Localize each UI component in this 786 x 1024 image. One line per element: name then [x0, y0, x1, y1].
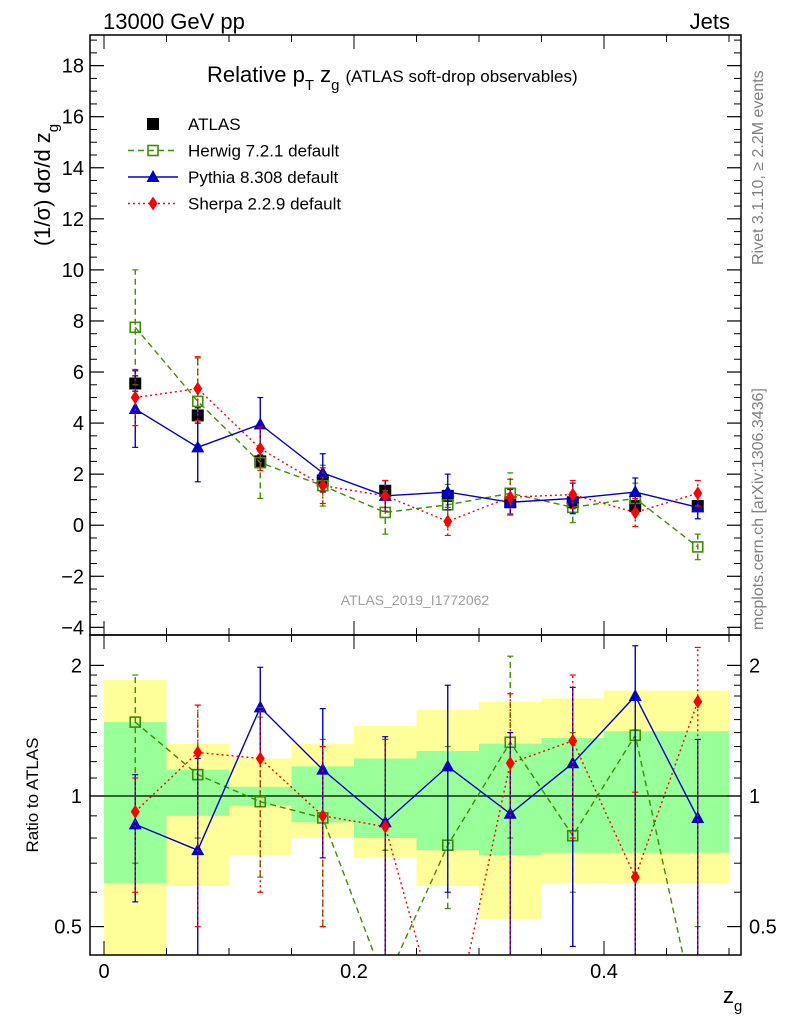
data-point	[628, 485, 642, 498]
ratio-data-point	[503, 806, 517, 819]
ratio-y-tick-label-right: 2	[749, 655, 760, 677]
ratio-y-tick-label: 0.5	[54, 917, 82, 939]
ratio-y-tick-label: 1	[71, 786, 82, 808]
legend-entry: Sherpa 2.2.9 default	[128, 195, 341, 214]
legend-entry: ATLAS	[147, 115, 241, 134]
legend-entry: Pythia 8.308 default	[128, 168, 339, 187]
x-axis-label: zg	[723, 983, 742, 1015]
ratio-data-point	[691, 810, 705, 823]
ratio-data-point	[128, 817, 142, 830]
main-title: Relative pT zg (ATLAS soft-drop observabl…	[207, 62, 578, 94]
data-point	[318, 478, 328, 493]
ratio-data-point	[318, 808, 328, 823]
series-line	[134, 326, 699, 548]
ratio-data-point	[630, 870, 640, 885]
ratio-data-point	[693, 694, 703, 709]
ratio-data-point	[505, 756, 515, 771]
ratio-axes: 0.5 0.5 1 1 2 2 0 0.2 0.4	[54, 635, 777, 983]
ratio-bands	[90, 680, 741, 955]
data-point	[130, 390, 140, 405]
series-line	[135, 387, 698, 523]
ratio-data-point	[568, 733, 578, 748]
series-1	[129, 269, 704, 561]
ratio-data-point	[441, 759, 455, 772]
ratio-series-2	[130, 646, 703, 955]
ratio-data-point	[193, 745, 203, 760]
data-point	[630, 505, 640, 520]
x-tick-label: 0.4	[590, 961, 618, 983]
y-tick-label: 8	[73, 311, 84, 333]
data-point	[505, 490, 515, 505]
data-point	[441, 485, 455, 498]
data-point	[443, 514, 453, 529]
data-point	[254, 456, 267, 469]
data-point	[191, 440, 205, 453]
rivet-label: Rivet 3.1.10, ≥ 2.2M events	[750, 70, 767, 265]
series-line	[134, 408, 698, 509]
header-left: 13000 GeV pp	[103, 9, 245, 34]
data-point	[693, 486, 703, 501]
y-tick-label: −2	[61, 566, 84, 588]
ratio-data-point	[628, 689, 642, 702]
legend-label: Sherpa 2.2.9 default	[188, 195, 341, 214]
y-tick-label: 0	[73, 515, 84, 537]
ratio-data-point	[130, 804, 140, 819]
series-3	[130, 356, 703, 537]
y-tick-label: 18	[62, 56, 84, 78]
data-point	[380, 488, 390, 503]
legend-label: Herwig 7.2.1 default	[188, 142, 339, 161]
y-tick-label: 10	[62, 260, 84, 282]
legend-entry: Herwig 7.2.1 default	[128, 142, 339, 161]
ratio-data-point	[255, 751, 265, 766]
mcplots-label: mcplots.cern.ch [arXiv:1306.3436]	[750, 388, 767, 630]
data-point	[253, 417, 267, 430]
y-tick-label: 12	[62, 209, 84, 231]
data-point	[128, 402, 142, 415]
legend: ATLAS Herwig 7.2.1 default Pythia 8.308 de…	[128, 115, 341, 214]
ratio-series-line	[134, 721, 684, 955]
ratio-y-tick-label-right: 0.5	[749, 917, 777, 939]
ratio-data-point	[191, 843, 205, 856]
y-tick-label: 16	[62, 107, 84, 129]
legend-marker	[148, 196, 158, 211]
legend-label: Pythia 8.308 default	[188, 168, 339, 187]
series-0	[129, 375, 704, 513]
data-point	[191, 395, 204, 408]
main-series	[128, 269, 705, 561]
data-point	[129, 321, 142, 334]
ratio-y-tick-label-right: 1	[749, 786, 760, 808]
ratio-y-tick-label: 2	[71, 655, 82, 677]
series-2	[128, 370, 705, 520]
main-y-label: (1/σ) dσ/d zg	[30, 124, 62, 246]
ratio-data-point	[380, 819, 390, 834]
ratio-data-point	[316, 762, 330, 775]
y-tick-label: 2	[73, 464, 84, 486]
y-tick-label: −4	[61, 617, 84, 639]
data-point	[691, 541, 704, 553]
legend-marker	[146, 170, 160, 182]
y-tick-label: 6	[73, 362, 84, 384]
data-point	[568, 487, 578, 502]
legend-marker	[147, 144, 159, 157]
ratio-series-line	[134, 701, 699, 955]
ratio-series-line	[134, 694, 699, 852]
y-tick-label: 14	[62, 158, 84, 180]
data-point	[255, 441, 265, 456]
x-tick-label: 0	[98, 961, 109, 983]
legend-marker	[147, 118, 159, 130]
y-tick-label: 4	[73, 413, 84, 435]
watermark: ATLAS_2019_I1772062	[341, 592, 490, 608]
header-right: Jets	[690, 9, 730, 34]
ratio-series-clipped	[128, 645, 705, 955]
ratio-series	[128, 645, 705, 955]
legend-label: ATLAS	[188, 115, 241, 134]
ratio-data-point	[129, 716, 142, 728]
ratio-data-point	[253, 700, 267, 713]
ratio-y-label: Ratio to ATLAS	[23, 738, 42, 853]
main-axes: −4 −2 0 2 4 6 8 10 12 14 16 18	[61, 35, 741, 639]
x-tick-label: 0.2	[340, 961, 368, 983]
data-point	[193, 381, 203, 396]
ratio-frame	[89, 634, 742, 956]
